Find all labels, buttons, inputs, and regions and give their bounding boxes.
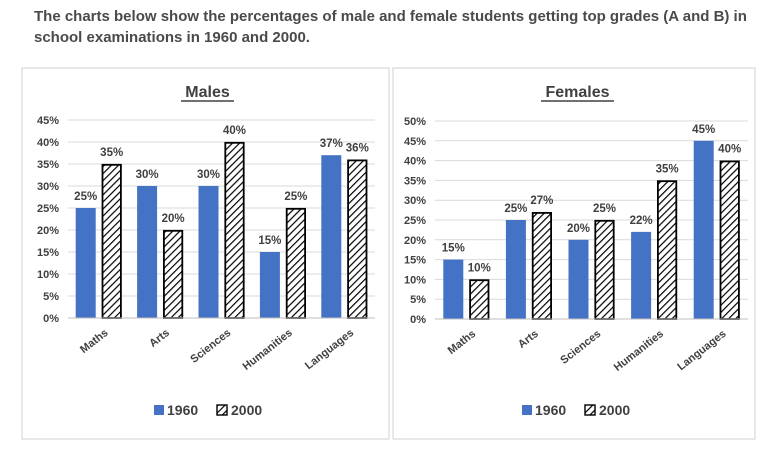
data-label: 22% <box>630 215 653 227</box>
data-label: 25% <box>504 203 527 215</box>
data-label: 35% <box>656 163 679 175</box>
data-label: 30% <box>136 169 159 181</box>
y-tick-label: 30% <box>37 181 59 193</box>
bar-1960-sciences <box>198 186 219 318</box>
bar-1960-languages <box>693 140 714 319</box>
bar-2000-arts <box>531 211 553 320</box>
legend-label-2000: 2000 <box>599 402 630 418</box>
data-label: 20% <box>162 213 185 225</box>
bar-2000-maths <box>101 163 122 319</box>
bar-1960-arts <box>505 220 526 319</box>
bar-1960-languages <box>321 155 342 318</box>
bar-1960-maths <box>75 208 96 318</box>
data-label: 25% <box>284 191 307 203</box>
bar-1960-maths <box>443 259 464 319</box>
data-label: 15% <box>258 235 281 247</box>
y-tick-label: 20% <box>404 235 426 247</box>
y-tick-label: 35% <box>37 159 59 171</box>
data-label: 40% <box>223 125 246 137</box>
data-label: 37% <box>320 138 343 150</box>
y-tick-label: 50% <box>404 116 426 128</box>
data-label: 40% <box>718 144 741 156</box>
legend-swatch-2000 <box>584 404 596 416</box>
bar-2000-humanities <box>657 180 678 320</box>
legend-label-1960: 1960 <box>167 402 198 418</box>
y-tick-label: 30% <box>404 195 426 207</box>
data-label: 36% <box>346 143 369 155</box>
bar-2000-maths <box>469 279 490 320</box>
y-tick-label: 25% <box>37 203 59 215</box>
y-tick-label: 0% <box>43 313 59 325</box>
y-tick-label: 20% <box>37 225 59 237</box>
y-tick-label: 5% <box>43 291 59 303</box>
data-label: 35% <box>100 147 123 159</box>
y-tick-label: 0% <box>410 314 426 326</box>
bar-2000-sciences <box>224 141 245 319</box>
legend: 1960 2000 <box>522 402 630 418</box>
y-tick-label: 10% <box>404 274 426 286</box>
data-label: 25% <box>593 203 616 215</box>
data-label: 45% <box>692 124 715 136</box>
bar-2000-sciences <box>594 219 615 320</box>
y-tick-label: 15% <box>37 247 59 259</box>
data-label: 25% <box>74 191 97 203</box>
bar-2000-languages <box>347 159 368 319</box>
bar-1960-arts <box>137 186 158 318</box>
y-tick-label: 10% <box>37 269 59 281</box>
bar-1960-humanities <box>631 231 652 319</box>
legend: 1960 2000 <box>154 402 262 418</box>
bar-2000-humanities <box>285 207 307 319</box>
chart-title: Females <box>545 84 609 101</box>
bar-2000-arts <box>162 229 184 319</box>
data-label: 27% <box>530 195 553 207</box>
legend-swatch-1960 <box>154 405 164 415</box>
bar-1960-humanities <box>259 252 280 318</box>
page-title: The charts below show the percentages of… <box>34 8 747 46</box>
y-tick-label: 15% <box>404 255 426 267</box>
y-tick-label: 35% <box>404 175 426 187</box>
y-tick-label: 40% <box>37 137 59 149</box>
bar-1960-sciences <box>568 239 589 319</box>
y-tick-label: 45% <box>37 115 59 127</box>
y-tick-label: 40% <box>404 156 426 168</box>
legend-label-2000: 2000 <box>231 402 262 418</box>
y-tick-label: 5% <box>410 294 426 306</box>
data-label: 15% <box>442 243 465 255</box>
chart-males: Males0%5%10%15%20%25%30%35%40%45%25%35%M… <box>21 67 390 440</box>
legend-swatch-2000 <box>216 404 228 416</box>
legend-label-1960: 1960 <box>535 402 566 418</box>
chart-females: Females0%5%10%15%20%25%30%35%40%45%50%15… <box>392 67 756 440</box>
data-label: 10% <box>468 262 491 274</box>
legend-swatch-1960 <box>522 405 532 415</box>
y-tick-label: 25% <box>404 215 426 227</box>
chart-title: Males <box>185 84 230 101</box>
data-label: 30% <box>197 169 220 181</box>
data-label: 20% <box>567 223 590 235</box>
y-tick-label: 45% <box>404 136 426 148</box>
bar-2000-languages <box>719 160 740 320</box>
